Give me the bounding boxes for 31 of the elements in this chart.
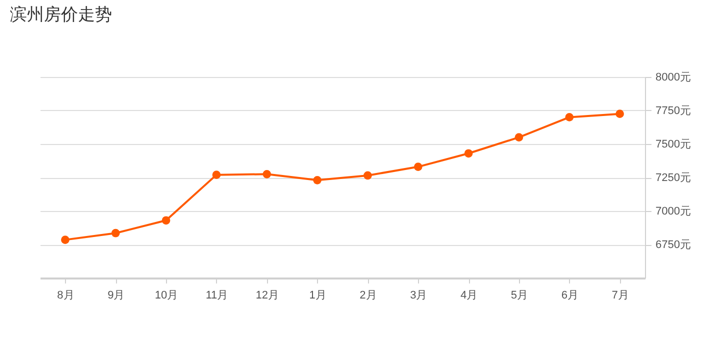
point — [414, 162, 422, 171]
y-tick-label: 6750元 — [656, 239, 691, 251]
point — [364, 171, 372, 180]
point — [514, 133, 524, 142]
y-tick-label: 7500元 — [656, 138, 691, 150]
x-tick-label: 12月 — [256, 290, 279, 302]
x-tick-label: 5月 — [510, 290, 528, 302]
x-tick-label: 10月 — [154, 290, 178, 302]
x-tick-label: 2月 — [360, 290, 377, 302]
x-tick-label: 3月 — [410, 290, 428, 302]
point — [464, 149, 473, 158]
y-tick-label: 7750元 — [656, 105, 691, 117]
x-tick-label: 7月 — [612, 290, 629, 302]
chart-title: 滨州房价走势 — [10, 5, 112, 25]
point — [616, 110, 624, 118]
y-tick-label: 8000元 — [656, 72, 691, 84]
x-tick-label: 1月 — [309, 290, 326, 302]
x-tick-label: 8月 — [57, 290, 74, 302]
y-tick-label: 7000元 — [656, 206, 691, 218]
y-tick-label: 7250元 — [656, 172, 691, 184]
point — [565, 113, 574, 122]
x-tick-label: 9月 — [108, 290, 125, 302]
point — [111, 228, 120, 238]
point — [212, 170, 221, 179]
x-tick-label: 11月 — [206, 290, 228, 302]
x-tick-label: 6月 — [561, 290, 578, 302]
x-tick-label: 4月 — [460, 290, 478, 302]
point — [162, 216, 170, 225]
point — [313, 176, 322, 184]
point — [61, 236, 70, 244]
point — [262, 170, 272, 178]
